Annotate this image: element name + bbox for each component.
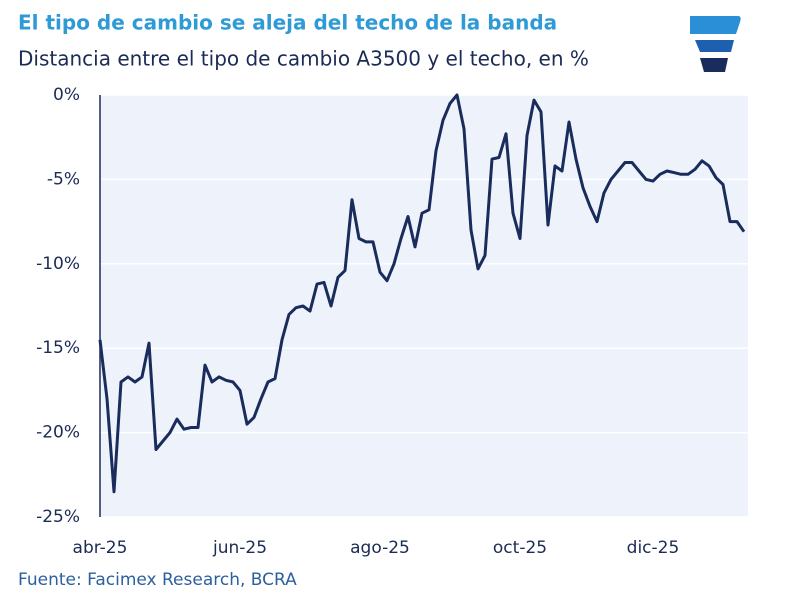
x-tick-label: dic-25 <box>627 538 680 558</box>
y-tick-label: -15% <box>36 338 80 358</box>
y-tick-label: -5% <box>47 169 80 189</box>
y-tick-label: -20% <box>36 423 80 443</box>
y-tick-label: -25% <box>36 507 80 527</box>
x-tick-label: ago-25 <box>350 538 410 558</box>
y-tick-label: -10% <box>36 254 80 274</box>
line-series <box>98 93 746 494</box>
chart-title: El tipo de cambio se aleja del techo de … <box>18 11 557 35</box>
logo <box>690 16 741 72</box>
x-tick-label: oct-25 <box>493 538 547 558</box>
x-tick-label: abr-25 <box>73 538 128 558</box>
plot-area <box>100 95 748 517</box>
y-tick-label: 0% <box>53 85 80 105</box>
source: Fuente: Facimex Research, BCRA <box>18 570 297 590</box>
x-tick-label: jun-25 <box>212 538 267 558</box>
chart-subtitle: Distancia entre el tipo de cambio A3500 … <box>18 47 589 71</box>
